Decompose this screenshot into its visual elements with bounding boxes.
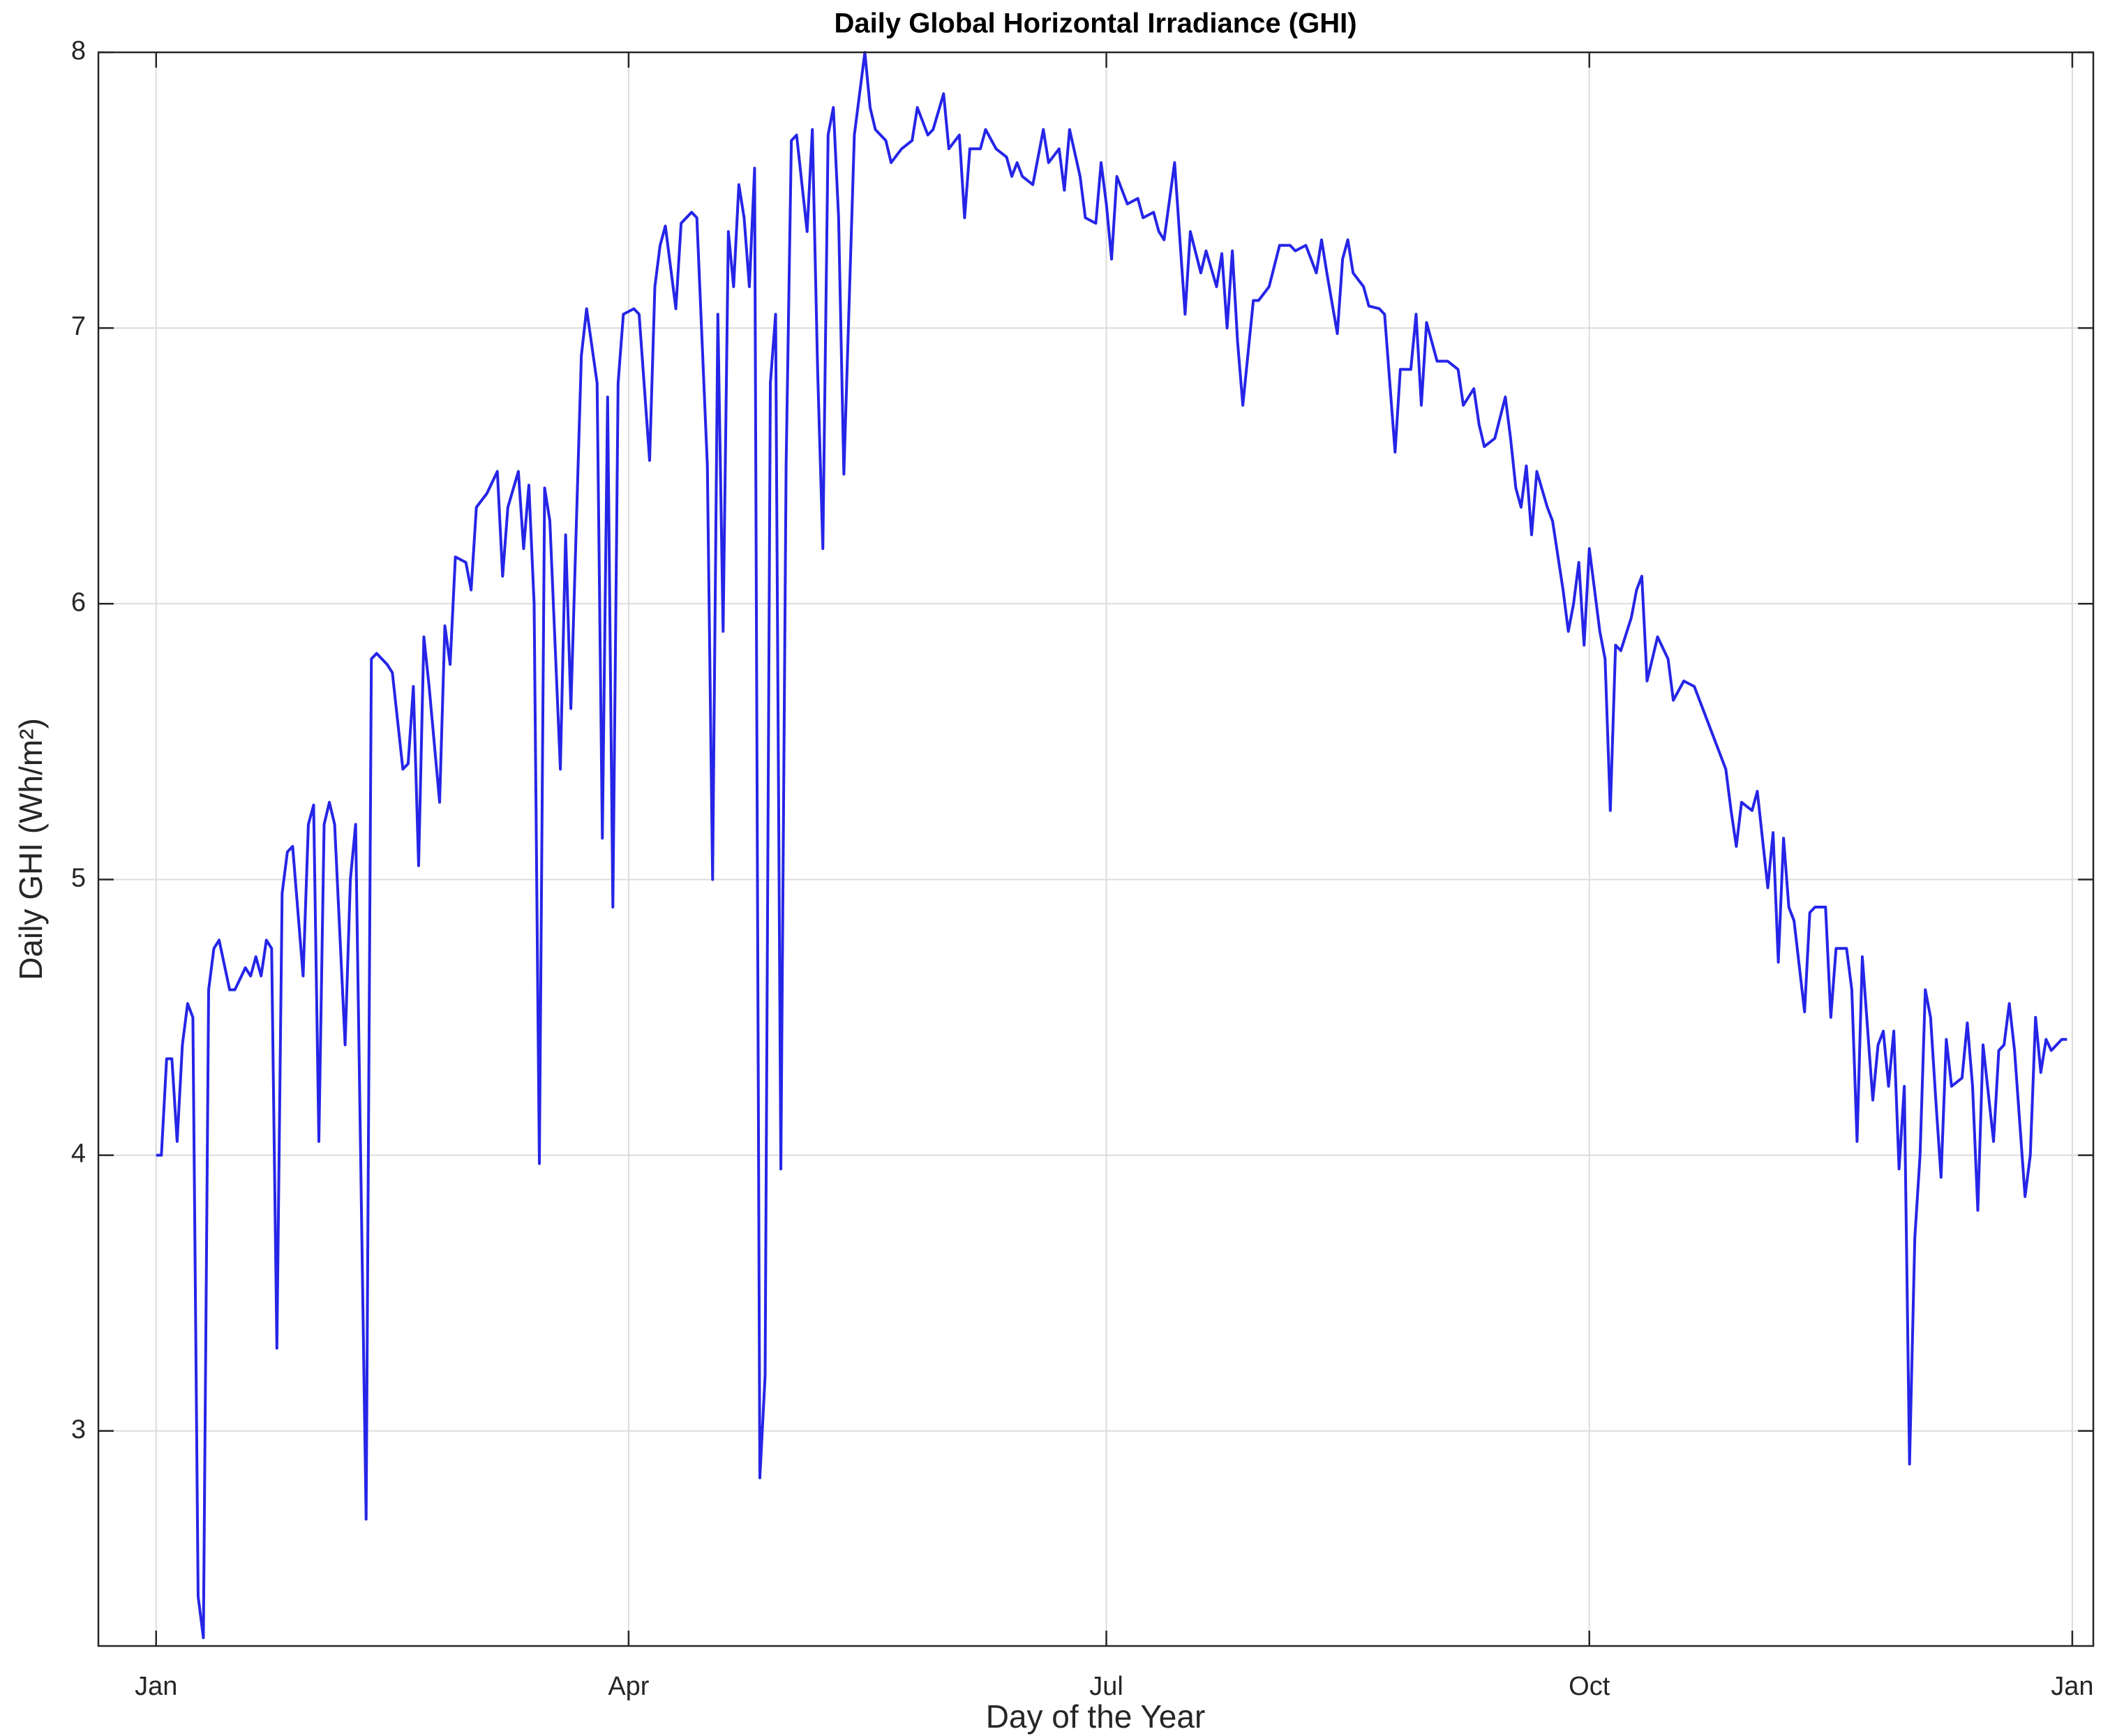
chart-title: Daily Global Horizontal Irradiance (GHI) bbox=[834, 8, 1356, 39]
x-axis-label: Day of the Year bbox=[986, 1698, 1206, 1735]
x-tick-label: Jan bbox=[135, 1672, 177, 1701]
ticks: 3 4 5 6 7 8 Jan Apr Jul Oct Jan bbox=[71, 36, 2094, 1701]
x-tick-label: Oct bbox=[1569, 1672, 1610, 1701]
x-tick-label: Jul bbox=[1089, 1672, 1123, 1701]
y-tick-label: 5 bbox=[71, 863, 86, 892]
y-tick-label: 8 bbox=[71, 36, 86, 66]
plot-data bbox=[156, 51, 2067, 1640]
y-tick-label: 6 bbox=[71, 588, 86, 617]
y-tick-label: 4 bbox=[71, 1139, 86, 1169]
line bbox=[156, 51, 2067, 1640]
axes-box bbox=[97, 51, 2095, 1647]
y-tick-label: 7 bbox=[71, 312, 86, 341]
y-axis-label: Daily GHI (Wh/m²) bbox=[13, 718, 49, 980]
x-tick-label: Jan bbox=[2051, 1672, 2093, 1701]
x-tick-label: Apr bbox=[608, 1672, 649, 1701]
y-tick-label: 3 bbox=[71, 1415, 86, 1444]
